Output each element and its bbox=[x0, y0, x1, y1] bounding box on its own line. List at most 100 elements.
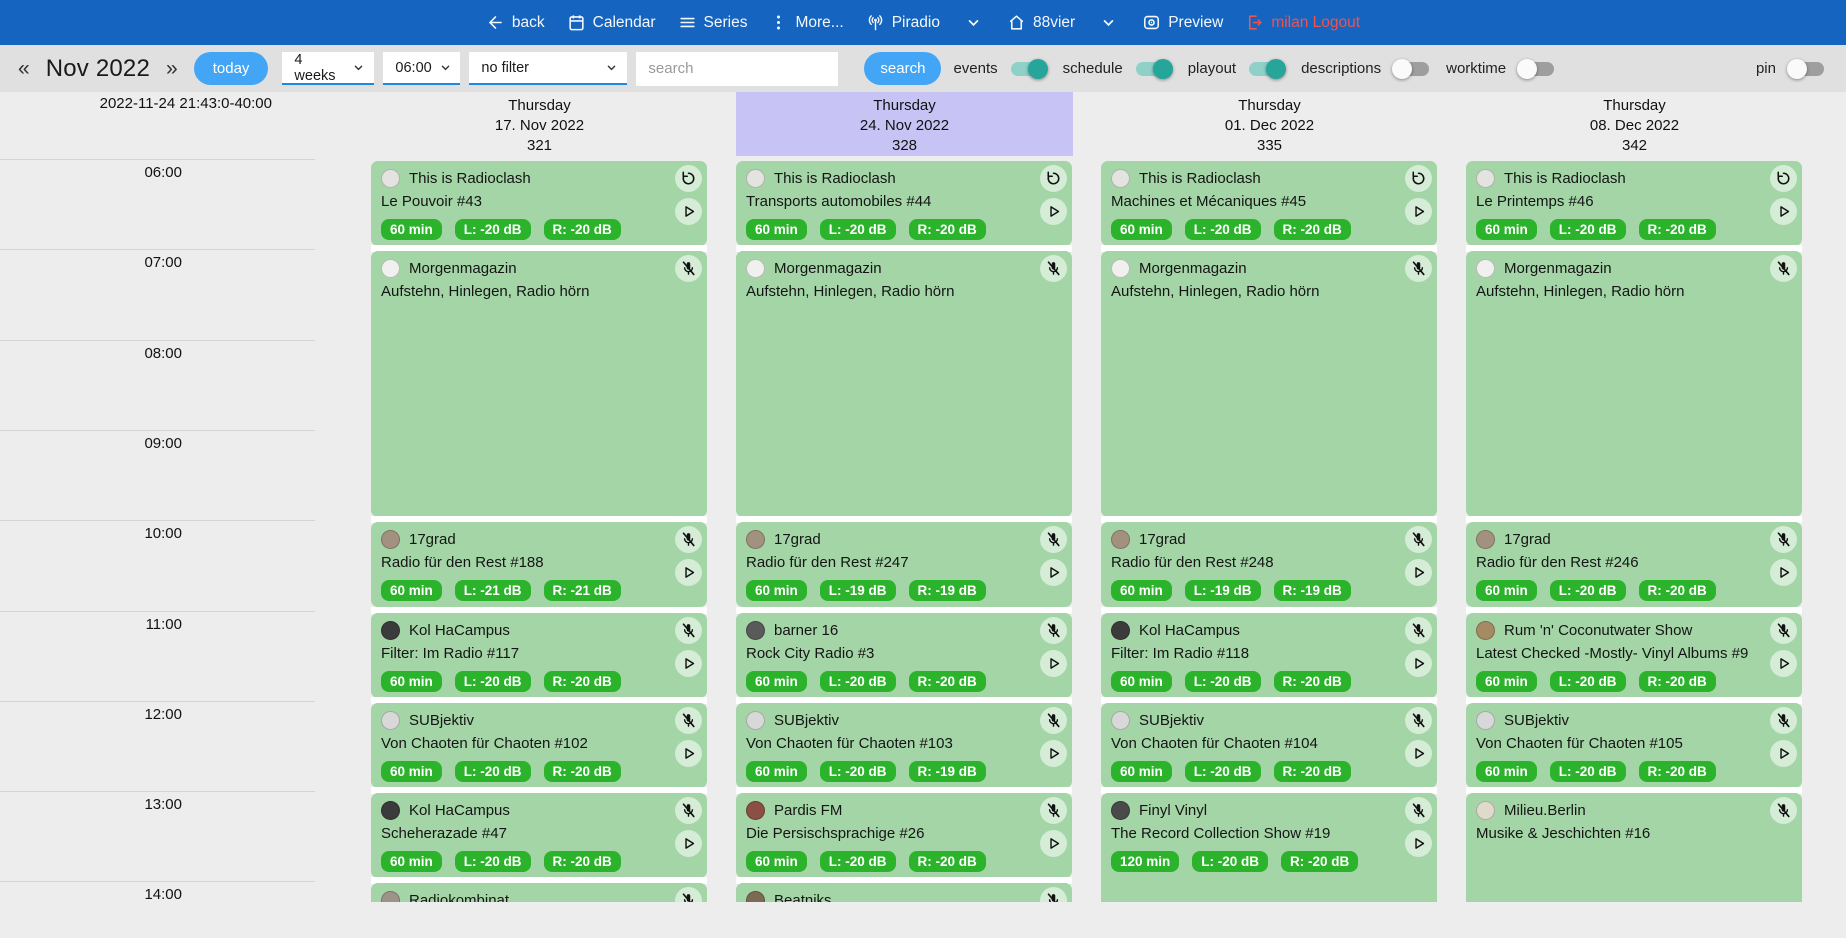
mic-off-button[interactable] bbox=[1040, 616, 1067, 644]
play-button[interactable] bbox=[1040, 559, 1067, 587]
event-card[interactable]: Kol HaCampus Filter: Im Radio #117 60 min L… bbox=[371, 612, 707, 698]
play-button[interactable] bbox=[675, 198, 702, 225]
replay-button[interactable] bbox=[675, 165, 702, 192]
play-button[interactable] bbox=[1040, 198, 1067, 225]
replay-button[interactable] bbox=[1770, 165, 1797, 192]
event-card[interactable]: Radiokombinat bbox=[371, 883, 707, 902]
playout-toggle[interactable] bbox=[1249, 58, 1287, 79]
event-card[interactable]: Morgenmagazin Aufstehn, Hinlegen, Radio h… bbox=[371, 251, 707, 518]
event-card[interactable]: This is Radioclash Le Pouvoir #43 60 min L:… bbox=[371, 161, 707, 247]
play-button[interactable] bbox=[675, 830, 702, 858]
play-button[interactable] bbox=[1040, 739, 1067, 767]
show-name: This is Radioclash bbox=[409, 170, 531, 187]
nav-dropdown-piradio[interactable] bbox=[964, 13, 983, 32]
play-button[interactable] bbox=[1040, 830, 1067, 858]
event-card[interactable]: SUBjektiv Von Chaoten für Chaoten #104 60 … bbox=[1101, 702, 1437, 789]
nav-item-logout[interactable]: milan Logout bbox=[1245, 13, 1360, 32]
event-card[interactable]: barner 16 Rock City Radio #3 60 min L: -20 … bbox=[736, 612, 1072, 698]
nav-dropdown-88vier[interactable] bbox=[1099, 13, 1118, 32]
day-column-header[interactable]: Thursday 01. Dec 2022 335 bbox=[1101, 92, 1438, 156]
nav-item-piradio[interactable]: Piradio bbox=[866, 13, 940, 32]
mic-off-button[interactable] bbox=[1770, 255, 1797, 283]
mic-off-button[interactable] bbox=[1770, 616, 1797, 644]
event-card[interactable]: Morgenmagazin Aufstehn, Hinlegen, Radio h… bbox=[1101, 251, 1437, 518]
event-card[interactable]: Beatniks bbox=[736, 883, 1072, 902]
event-card[interactable]: This is Radioclash Machines et Mécaniques… bbox=[1101, 161, 1437, 247]
mic-off-button[interactable] bbox=[1770, 526, 1797, 554]
event-card[interactable]: Rum 'n' Coconutwater Show Latest Checked … bbox=[1466, 612, 1802, 698]
event-card[interactable]: Kol HaCampus Filter: Im Radio #118 60 min L… bbox=[1101, 612, 1437, 698]
nav-item-88vier[interactable]: 88vier bbox=[1007, 13, 1075, 32]
search-button[interactable]: search bbox=[864, 52, 942, 85]
nav-item-calendar[interactable]: Calendar bbox=[567, 13, 656, 32]
nav-item-more[interactable]: More... bbox=[769, 13, 844, 32]
mic-off-button[interactable] bbox=[1405, 616, 1432, 644]
play-button[interactable] bbox=[675, 559, 702, 587]
today-button[interactable]: today bbox=[193, 52, 269, 85]
mic-off-button[interactable] bbox=[675, 706, 702, 734]
search-input[interactable] bbox=[636, 51, 839, 86]
event-card[interactable]: 17grad Radio für den Rest #246 60 min L: -2… bbox=[1466, 522, 1802, 608]
day-column-header[interactable]: Thursday 17. Nov 2022 321 bbox=[371, 92, 708, 156]
play-button[interactable] bbox=[1770, 649, 1797, 677]
event-card[interactable]: Morgenmagazin Aufstehn, Hinlegen, Radio h… bbox=[1466, 251, 1802, 518]
event-card[interactable]: 17grad Radio für den Rest #248 60 min L: -1… bbox=[1101, 522, 1437, 608]
event-card[interactable]: Pardis FM Die Persischsprachige #26 60 min… bbox=[736, 793, 1072, 879]
events-toggle[interactable] bbox=[1010, 58, 1048, 79]
event-card[interactable]: Morgenmagazin Aufstehn, Hinlegen, Radio h… bbox=[736, 251, 1072, 518]
event-card[interactable]: Finyl Vinyl The Record Collection Show #1… bbox=[1101, 793, 1437, 902]
descriptions-toggle[interactable] bbox=[1392, 58, 1430, 79]
event-card[interactable]: 17grad Radio für den Rest #247 60 min L: -1… bbox=[736, 522, 1072, 608]
play-button[interactable] bbox=[675, 649, 702, 677]
mic-off-button[interactable] bbox=[675, 887, 702, 902]
event-card[interactable]: This is Radioclash Le Printemps #46 60 min… bbox=[1466, 161, 1802, 247]
mic-off-button[interactable] bbox=[675, 255, 702, 283]
mic-off-button[interactable] bbox=[1405, 706, 1432, 734]
play-button[interactable] bbox=[675, 739, 702, 767]
mic-off-button[interactable] bbox=[1040, 887, 1067, 902]
replay-button[interactable] bbox=[1405, 165, 1432, 192]
event-card[interactable]: SUBjektiv Von Chaoten für Chaoten #102 60 … bbox=[371, 702, 707, 789]
play-button[interactable] bbox=[1770, 198, 1797, 225]
mic-off-button[interactable] bbox=[1770, 706, 1797, 734]
mic-off-button[interactable] bbox=[1040, 706, 1067, 734]
start-time-select[interactable]: 06:00 bbox=[383, 52, 461, 85]
mic-off-button[interactable] bbox=[1405, 255, 1432, 283]
mic-off-button[interactable] bbox=[675, 616, 702, 644]
worktime-toggle[interactable] bbox=[1517, 58, 1555, 79]
day-column-header[interactable]: Thursday 08. Dec 2022 342 bbox=[1466, 92, 1803, 156]
event-card[interactable]: Kol HaCampus Scheherazade #47 60 min L: -20… bbox=[371, 793, 707, 879]
next-period-button[interactable]: » bbox=[166, 56, 178, 80]
play-button[interactable] bbox=[1405, 830, 1432, 858]
nav-item-back[interactable]: back bbox=[486, 13, 545, 32]
prev-period-button[interactable]: « bbox=[18, 56, 30, 80]
replay-button[interactable] bbox=[1040, 165, 1067, 192]
play-button[interactable] bbox=[1770, 559, 1797, 587]
schedule-toggle[interactable] bbox=[1135, 58, 1173, 79]
event-card[interactable]: SUBjektiv Von Chaoten für Chaoten #105 60 … bbox=[1466, 702, 1802, 789]
nav-item-series[interactable]: Series bbox=[678, 13, 747, 32]
event-card[interactable]: Milieu.Berlin Musike & Jeschichten #16 bbox=[1466, 793, 1802, 902]
range-select[interactable]: 4 weeks bbox=[282, 52, 375, 85]
pin-toggle[interactable] bbox=[1787, 58, 1824, 79]
mic-off-button[interactable] bbox=[1405, 526, 1432, 554]
play-button[interactable] bbox=[1405, 559, 1432, 587]
event-card[interactable]: 17grad Radio für den Rest #188 60 min L: -2… bbox=[371, 522, 707, 608]
event-card[interactable]: SUBjektiv Von Chaoten für Chaoten #103 60 … bbox=[736, 702, 1072, 789]
mic-off-button[interactable] bbox=[1040, 255, 1067, 283]
mic-off-button[interactable] bbox=[675, 526, 702, 554]
play-button[interactable] bbox=[1405, 649, 1432, 677]
day-column-header[interactable]: Thursday 24. Nov 2022 328 bbox=[736, 92, 1073, 156]
play-button[interactable] bbox=[1405, 198, 1432, 225]
play-button[interactable] bbox=[1770, 739, 1797, 767]
mic-off-button[interactable] bbox=[1770, 797, 1797, 825]
play-button[interactable] bbox=[1405, 739, 1432, 767]
event-card[interactable]: This is Radioclash Transports automobiles… bbox=[736, 161, 1072, 247]
mic-off-button[interactable] bbox=[1405, 797, 1432, 825]
play-button[interactable] bbox=[1040, 649, 1067, 677]
mic-off-button[interactable] bbox=[1040, 526, 1067, 554]
filter-select[interactable]: no filter bbox=[469, 52, 628, 85]
nav-item-preview[interactable]: Preview bbox=[1142, 13, 1223, 32]
mic-off-button[interactable] bbox=[1040, 797, 1067, 825]
mic-off-button[interactable] bbox=[675, 797, 702, 825]
